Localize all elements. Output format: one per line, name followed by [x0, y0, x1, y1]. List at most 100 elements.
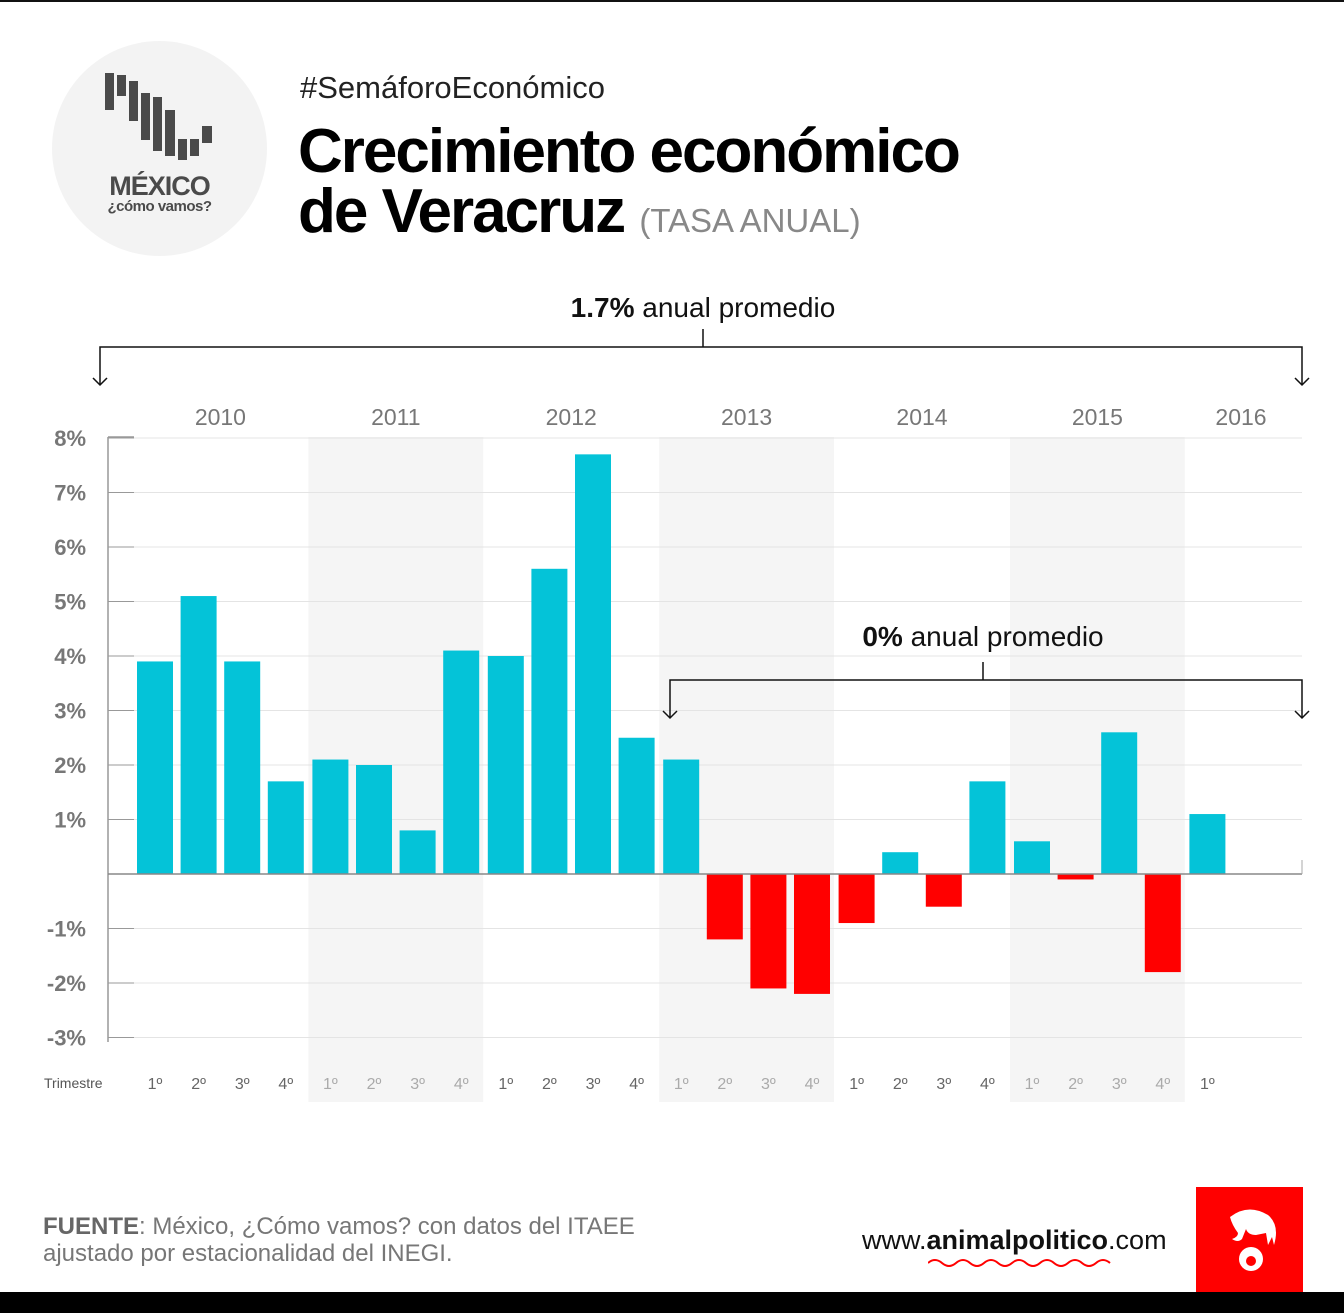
bar-2013-q3º: [750, 874, 787, 989]
quarter-label: 3º: [586, 1076, 601, 1093]
bar-2010-q1º: [137, 661, 173, 874]
title-line1: Crecimiento económico: [298, 117, 961, 186]
y-tick-label: 5%: [54, 590, 86, 615]
y-tick-label: 6%: [54, 535, 86, 560]
logo-tagline: ¿cómo vamos?: [107, 198, 212, 215]
year-label-2013: 2013: [721, 404, 772, 430]
bar-2011-q4º: [443, 650, 480, 874]
source-note: FUENTE: México, ¿Cómo vamos? con datos d…: [43, 1213, 635, 1267]
site-prefix: www.: [862, 1225, 927, 1255]
bar-2012-q3º: [575, 454, 611, 874]
y-tick-label: 4%: [54, 644, 86, 669]
y-tick-label: 7%: [54, 481, 86, 506]
bottom-bar: [0, 1292, 1344, 1313]
annotation-bracket: 0% anual promedio: [662, 621, 1310, 720]
bar-2015-q3º: [1101, 732, 1138, 874]
title-line2: de Veracruz: [298, 177, 626, 246]
quarter-label: 1º: [1025, 1076, 1040, 1093]
quarter-label: 4º: [454, 1076, 469, 1093]
year-label-2011: 2011: [371, 404, 420, 430]
bar-2014-q3º: [925, 874, 962, 907]
page-title: Crecimiento económico de Veracruz (TASA …: [298, 117, 961, 251]
bar-2012-q4º: [618, 737, 655, 874]
quarter-label: 2º: [191, 1076, 206, 1093]
quarter-label: 4º: [278, 1076, 293, 1093]
hashtag: #SemáforoEconómico: [300, 70, 605, 105]
quarter-label: 4º: [1155, 1076, 1170, 1093]
y-tick-label: 1%: [54, 808, 86, 833]
quarter-label: 2º: [717, 1076, 732, 1093]
year-label-2015: 2015: [1072, 404, 1123, 430]
bar-2014-q1º: [838, 874, 875, 924]
arrow-down-icon: [92, 377, 108, 387]
year-label-2012: 2012: [546, 404, 597, 430]
bracket-line: [669, 662, 1303, 718]
y-tick-label: 8%: [54, 426, 86, 451]
bar-2014-q4º: [969, 781, 1006, 874]
mexico-como-vamos-logo: MÉXICO ¿cómo vamos?: [52, 41, 267, 256]
quarter-label: 4º: [629, 1076, 644, 1093]
y-tick-label: -2%: [47, 971, 86, 996]
bar-2011-q2º: [356, 765, 392, 874]
year-label-2016: 2016: [1215, 404, 1266, 430]
bar-2011-q1º: [312, 759, 349, 874]
quarter-label: 1º: [674, 1076, 689, 1093]
bar-2010-q3º: [224, 661, 261, 874]
quarter-label: 1º: [1200, 1076, 1215, 1093]
quarter-label: 4º: [980, 1076, 995, 1093]
x-axis-label: Trimestre: [44, 1075, 103, 1091]
quarter-label: 1º: [849, 1076, 864, 1093]
arrow-down-icon: [662, 710, 678, 720]
source-text2: ajustado por estacionalidad del INEGI.: [43, 1240, 453, 1267]
bar-2012-q2º: [531, 568, 568, 874]
annotation-bracket: 1.7% anual promedio: [92, 292, 1310, 387]
y-tick-label: 2%: [54, 753, 86, 778]
top-border: [0, 0, 1344, 2]
quarter-label: 2º: [367, 1076, 382, 1093]
annotation-label: 1.7% anual promedio: [571, 292, 836, 323]
bar-2015-q2º: [1057, 874, 1094, 880]
quarter-label: 3º: [1112, 1076, 1127, 1093]
quarter-label: 3º: [761, 1076, 776, 1093]
quarter-label: 3º: [235, 1076, 250, 1093]
bar-2011-q3º: [399, 830, 436, 874]
wave-underline: [928, 1259, 1111, 1267]
annotation-label: 0% anual promedio: [862, 621, 1103, 652]
site-suffix: .com: [1108, 1225, 1167, 1255]
quarter-label: 3º: [936, 1076, 951, 1093]
year-band-2015: [1010, 437, 1185, 1102]
quarter-label: 1º: [498, 1076, 513, 1093]
bar-2012-q1º: [487, 656, 524, 874]
quarter-label: 2º: [1068, 1076, 1083, 1093]
bar-2015-q1º: [1014, 841, 1050, 874]
subtitle: (TASA ANUAL): [639, 202, 861, 239]
source-label: FUENTE: [43, 1213, 139, 1240]
bar-2010-q4º: [267, 781, 304, 874]
logo-name: MÉXICO: [109, 171, 211, 201]
bar-2013-q1º: [663, 759, 700, 874]
quarter-label: 2º: [542, 1076, 557, 1093]
quarter-label: 1º: [148, 1076, 163, 1093]
animal-politico-logo: [1196, 1187, 1303, 1292]
y-tick-label: -1%: [47, 917, 86, 942]
y-tick-label: -3%: [47, 1026, 86, 1051]
year-label-2010: 2010: [195, 404, 246, 430]
site-url[interactable]: www.animalpolitico.com: [862, 1225, 1167, 1256]
bar-2013-q2º: [706, 874, 743, 940]
quarter-label: 2º: [893, 1076, 908, 1093]
arrow-down-icon: [1294, 710, 1310, 720]
quarter-label: 3º: [410, 1076, 425, 1093]
site-name: animalpolitico: [926, 1225, 1109, 1255]
bracket-line: [99, 329, 1303, 385]
bar-2013-q4º: [794, 874, 830, 994]
bar-2015-q4º: [1144, 874, 1181, 973]
source-text: : México, ¿Cómo vamos? con datos del ITA…: [139, 1213, 635, 1240]
y-tick-label: 3%: [54, 699, 86, 724]
quarter-label: 4º: [805, 1076, 820, 1093]
elephant-icon: [1230, 1209, 1276, 1271]
arrow-down-icon: [1294, 377, 1310, 387]
bar-2014-q2º: [882, 852, 919, 874]
quarter-label: 1º: [323, 1076, 338, 1093]
year-label-2014: 2014: [896, 404, 947, 430]
